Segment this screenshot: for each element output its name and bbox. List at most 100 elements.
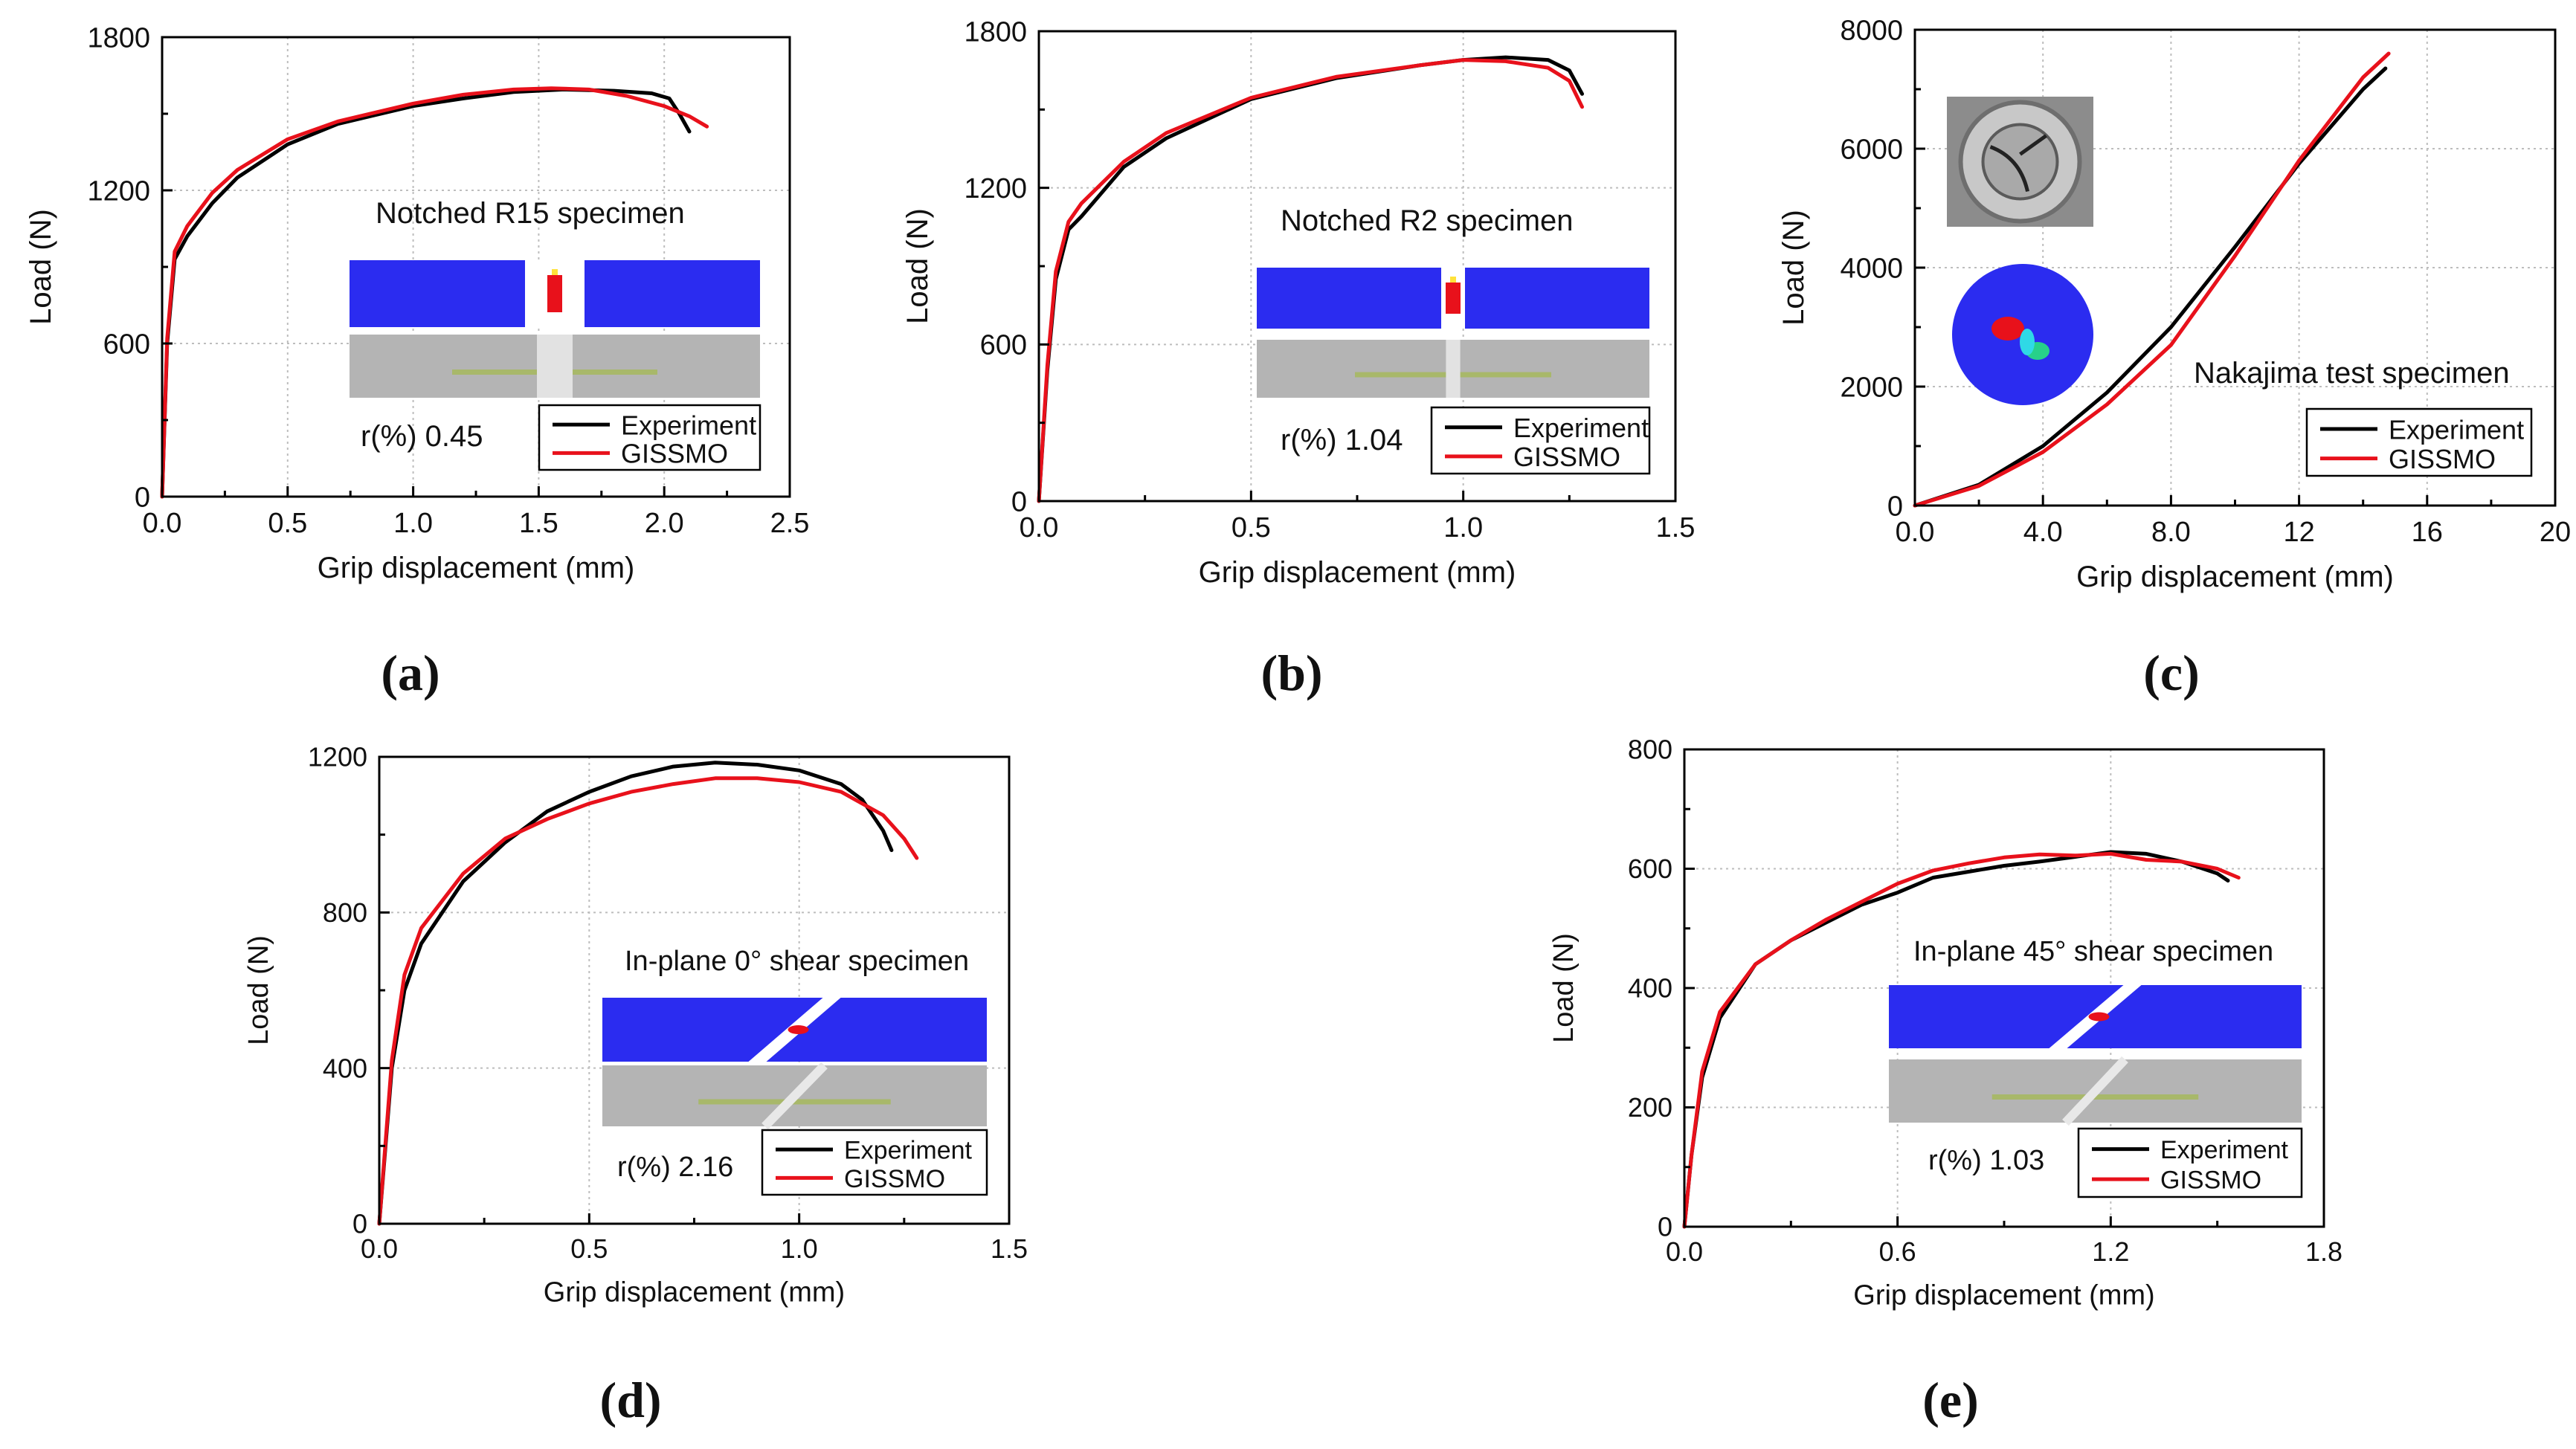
x-tick-label: 0.5 xyxy=(268,508,307,539)
chart-panel-c: 0.0 4.0 8.0 12 16 20 0 2000 4000 6000 8000 Grip dis… xyxy=(1777,15,2571,701)
inset-title: Nakajima test specimen xyxy=(2194,357,2510,390)
inset-title: Notched R15 specimen xyxy=(376,197,685,230)
y-axis-label: Load (N) xyxy=(25,209,57,325)
y-tick-label: 2000 xyxy=(1840,372,1903,403)
x-tick-label: 2.5 xyxy=(770,508,810,539)
x-axis-label: Grip displacement (mm) xyxy=(2076,561,2394,593)
x-tick-label: 0.0 xyxy=(1896,517,1935,548)
x-tick-label: 0.0 xyxy=(1666,1236,1703,1267)
y-tick-label: 800 xyxy=(1628,735,1672,765)
y-tick-label: 600 xyxy=(103,329,150,360)
y-tick-label: 0 xyxy=(1887,491,1903,522)
x-tick-label: 20 xyxy=(2540,517,2571,548)
x-axis-label: Grip displacement (mm) xyxy=(1199,556,1516,589)
specimen-photo-fracture xyxy=(1446,340,1461,398)
x-tick-label: 8.0 xyxy=(2151,517,2191,548)
legend-label-experiment: Experiment xyxy=(621,410,756,440)
legend-label-experiment: Experiment xyxy=(1513,413,1649,443)
panel-label: (a) xyxy=(381,645,439,701)
y-axis-label: Load (N) xyxy=(243,935,274,1045)
legend-label-gissmo: GISSMO xyxy=(2160,1166,2261,1195)
y-tick-label: 1200 xyxy=(308,742,367,772)
y-axis-label: Load (N) xyxy=(1777,210,1810,326)
legend-label-experiment: Experiment xyxy=(2160,1136,2289,1164)
x-tick-label: 1.5 xyxy=(519,508,558,539)
y-tick-label: 600 xyxy=(1628,853,1672,884)
series-line-gissmo xyxy=(377,776,919,1226)
fem-shear-damage xyxy=(788,1025,809,1034)
y-tick-label: 1200 xyxy=(87,175,150,207)
r-percent-annotation: r(%) 2.16 xyxy=(617,1152,733,1183)
specimen-photo-fracture xyxy=(2062,1056,2128,1126)
inset-title: In-plane 45° shear specimen xyxy=(1913,936,2273,967)
x-tick-label: 0.0 xyxy=(361,1233,398,1264)
x-tick-label: 16 xyxy=(2412,517,2443,548)
series-line-gissmo xyxy=(1913,51,2391,508)
y-tick-label: 800 xyxy=(323,897,367,928)
y-tick-label: 1200 xyxy=(964,173,1027,204)
x-tick-label: 1.0 xyxy=(1443,512,1483,543)
legend-label-experiment: Experiment xyxy=(844,1137,973,1165)
y-tick-label: 8000 xyxy=(1840,15,1903,46)
y-tick-label: 0 xyxy=(1658,1212,1672,1242)
x-tick-label: 0.0 xyxy=(143,508,182,539)
fem-notch-damage xyxy=(1446,283,1461,314)
legend-box xyxy=(2077,1127,2303,1198)
x-tick-label: 1.8 xyxy=(2305,1236,2342,1267)
fem-contour-hotspot xyxy=(1991,317,2024,341)
y-tick-label: 1800 xyxy=(87,22,150,54)
x-tick-label: 2.0 xyxy=(645,508,684,539)
chart-panel-e: 0.0 0.6 1.2 1.8 0 200 400 600 800 Grip displaceme… xyxy=(1548,735,2342,1428)
fem-contour-hotspot xyxy=(2020,329,2035,355)
x-axis-label: Grip displacement (mm) xyxy=(544,1277,845,1308)
chart-panel-d: 0.0 0.5 1.0 1.5 0 400 800 1200 Grip displacement… xyxy=(243,742,1028,1428)
r-percent-annotation: r(%) 1.04 xyxy=(1281,424,1403,456)
chart-panel-b: 0.0 0.5 1.0 1.5 0 600 1200 1800 Grip displacemen… xyxy=(901,16,1695,701)
series-line-experiment xyxy=(160,87,692,499)
chart-panel-a: 0.0 0.5 1.0 1.5 2.0 2.5 0 600 1200 1800 Grip displ… xyxy=(25,22,809,701)
y-tick-label: 600 xyxy=(980,330,1027,361)
legend-label-gissmo: GISSMO xyxy=(844,1165,945,1193)
legend-label-gissmo: GISSMO xyxy=(1513,442,1620,472)
x-tick-label: 1.0 xyxy=(393,508,433,539)
panel-label: (d) xyxy=(599,1372,661,1428)
specimen-photo-fracture xyxy=(537,335,573,398)
panel-label: (c) xyxy=(2143,645,2199,701)
y-axis-label: Load (N) xyxy=(901,208,934,324)
y-tick-label: 1800 xyxy=(964,16,1027,48)
x-tick-label: 1.5 xyxy=(1656,512,1696,543)
specimen-photo-fracture xyxy=(761,1062,828,1130)
y-tick-label: 400 xyxy=(1628,973,1672,1004)
x-tick-label: 1.0 xyxy=(781,1233,818,1264)
series-line-gissmo xyxy=(160,86,709,499)
x-axis-label: Grip displacement (mm) xyxy=(318,552,635,584)
legend-label-experiment: Experiment xyxy=(2389,414,2524,445)
x-tick-label: 4.0 xyxy=(2023,517,2063,548)
x-tick-label: 0.5 xyxy=(570,1233,608,1264)
x-tick-label: 0.0 xyxy=(1020,512,1059,543)
r-percent-annotation: r(%) 1.03 xyxy=(1928,1145,2044,1176)
fem-notch-damage xyxy=(1450,277,1456,283)
fem-notch-damage xyxy=(552,269,558,275)
y-tick-label: 400 xyxy=(323,1053,367,1083)
legend-label-gissmo: GISSMO xyxy=(2389,444,2496,474)
x-axis-label: Grip displacement (mm) xyxy=(1853,1279,2154,1311)
legend-box xyxy=(1430,406,1651,475)
legend-box xyxy=(761,1129,988,1196)
fem-notch-damage xyxy=(547,275,562,312)
legend-label-gissmo: GISSMO xyxy=(621,439,728,469)
series-line-gissmo xyxy=(1037,58,1584,503)
panel-label: (b) xyxy=(1260,645,1322,701)
x-tick-label: 0.6 xyxy=(1879,1236,1916,1267)
x-tick-label: 1.2 xyxy=(2092,1236,2129,1267)
y-tick-label: 0 xyxy=(352,1209,367,1239)
inset-title: Notched R2 specimen xyxy=(1281,204,1574,237)
legend-box xyxy=(2305,407,2533,477)
x-tick-label: 0.5 xyxy=(1231,512,1271,543)
y-tick-label: 6000 xyxy=(1840,134,1903,165)
x-tick-label: 12 xyxy=(2283,517,2314,548)
series-line-experiment xyxy=(377,761,894,1226)
y-tick-label: 200 xyxy=(1628,1092,1672,1123)
x-tick-label: 1.5 xyxy=(991,1233,1028,1264)
